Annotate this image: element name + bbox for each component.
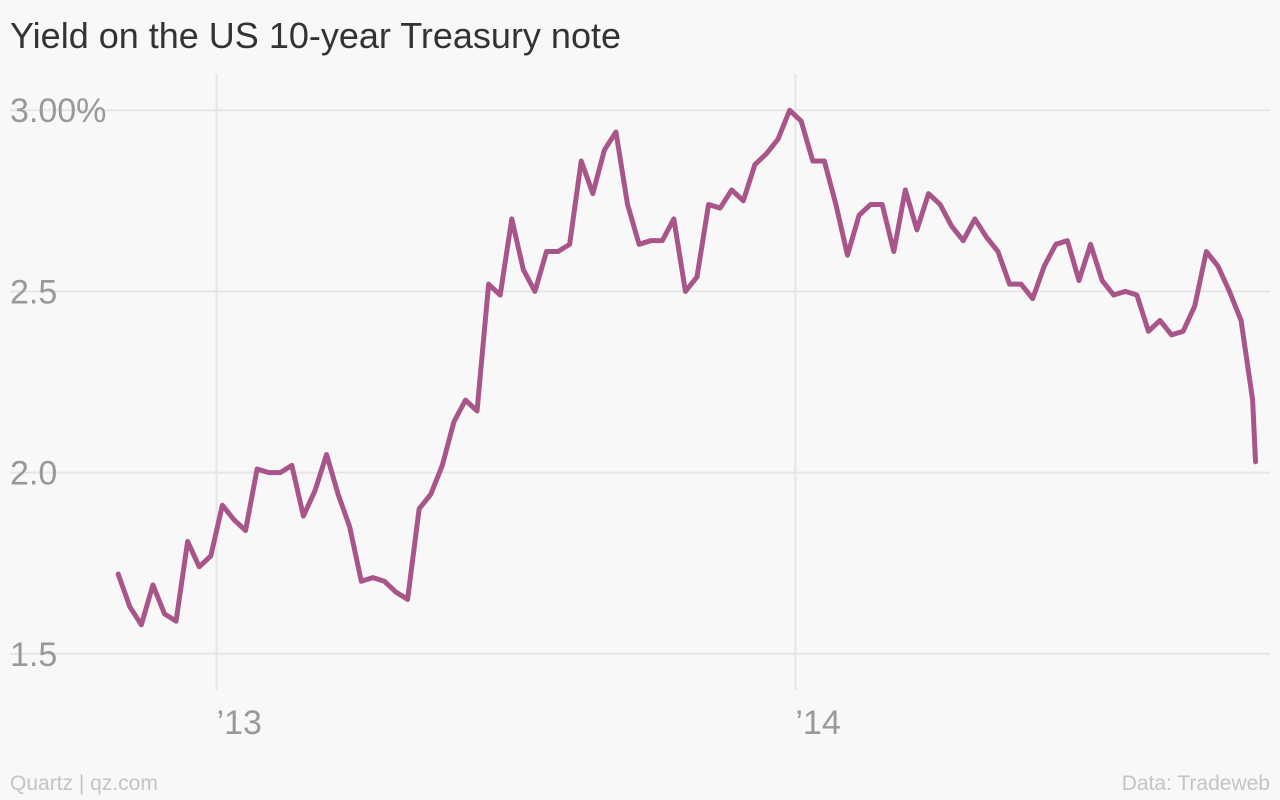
- y-tick-label: 2.0: [10, 455, 57, 493]
- x-tick-label: ’13: [217, 704, 262, 742]
- source: Data: Tradeweb: [1122, 772, 1270, 795]
- credit: Quartz | qz.com: [10, 772, 158, 795]
- y-tick-label: 1.5: [10, 636, 57, 674]
- x-tick-label: ’14: [795, 704, 840, 742]
- chart-title: Yield on the US 10-year Treasury note: [10, 15, 621, 56]
- y-tick-label: 3.00%: [10, 92, 106, 130]
- data-line: [115, 107, 1259, 628]
- y-tick-label: 2.5: [10, 273, 57, 311]
